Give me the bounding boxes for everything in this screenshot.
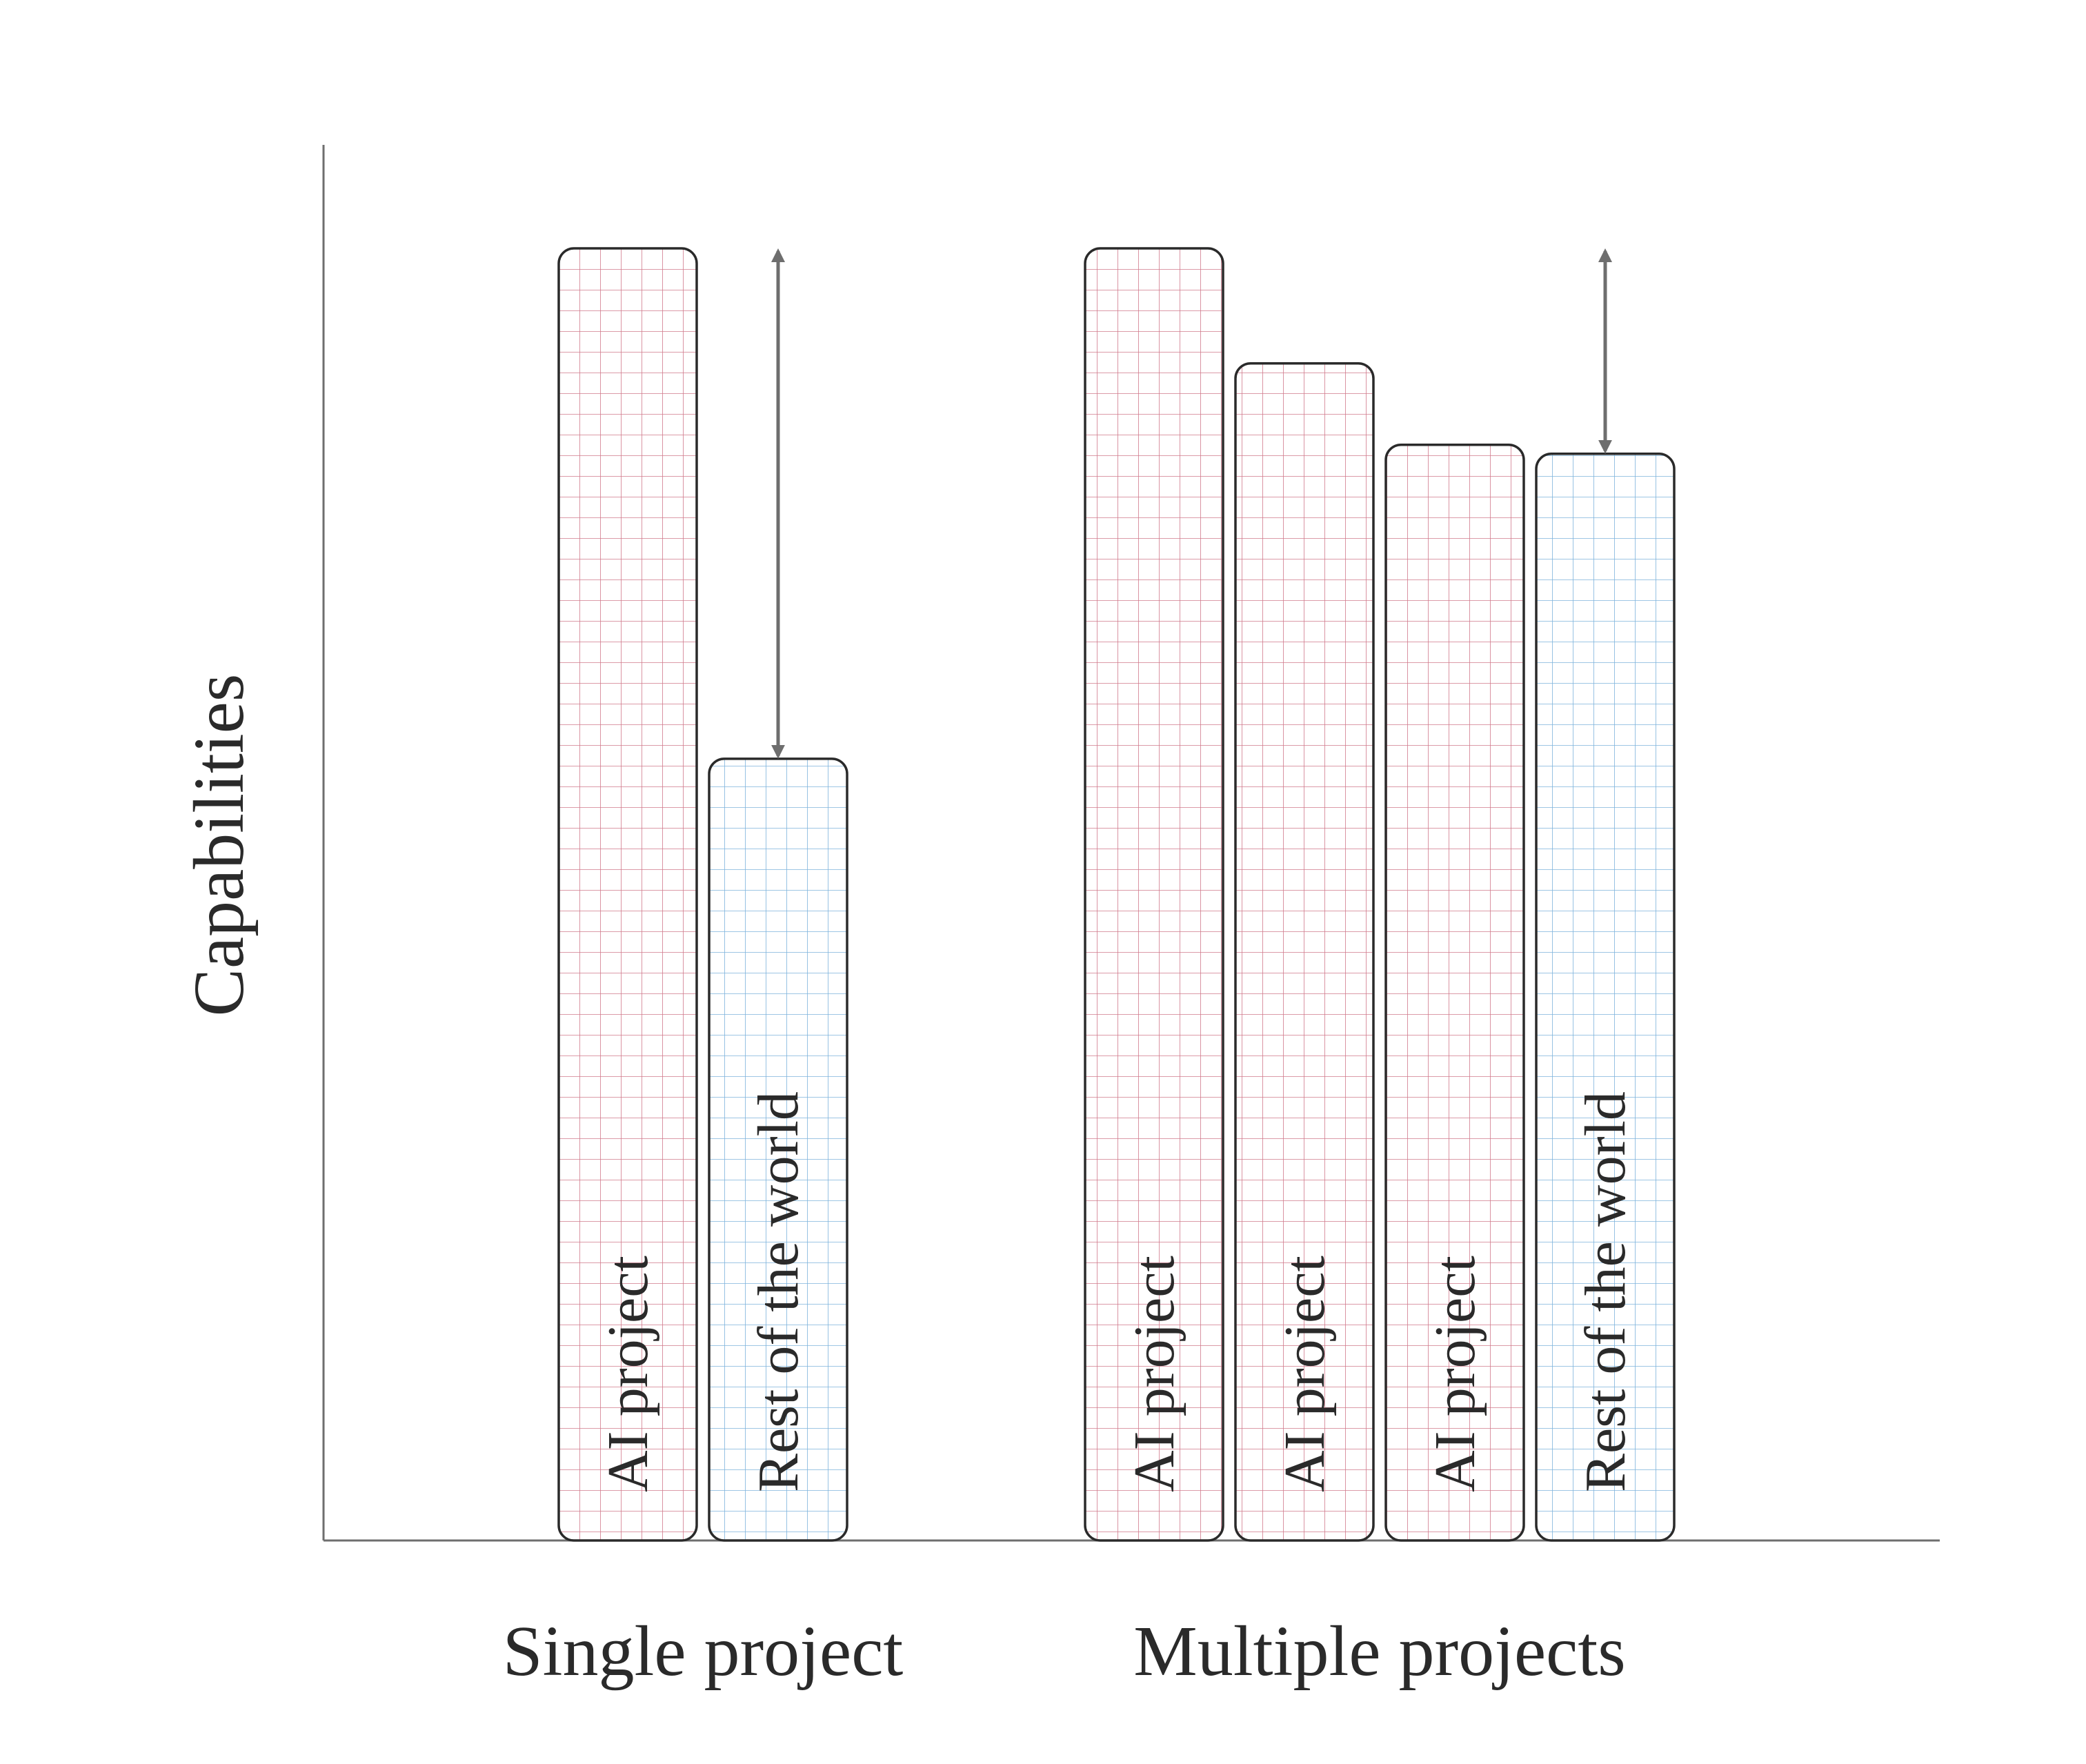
bar-rest-of-world-g0-1 xyxy=(708,757,848,1542)
arrows-layer xyxy=(771,248,1612,759)
bar-ai-project-g1-0 xyxy=(1084,247,1224,1542)
group-label-1: Multiple projects xyxy=(1133,1612,1625,1691)
group-labels-layer: Single project Multiple projects xyxy=(503,1612,1626,1691)
bar-ai-project-g1-1 xyxy=(1234,361,1375,1542)
bar-label-g1-1: AI project xyxy=(1273,1256,1337,1492)
bar-label-g1-2: AI project xyxy=(1423,1256,1487,1492)
bar-label-g1-0: AI project xyxy=(1122,1256,1186,1492)
y-axis-title: Capabilities xyxy=(179,674,259,1017)
bar-label-g0-1: Rest of the world xyxy=(746,1091,811,1492)
bars-layer: AI project Rest of the world AI project AI … xyxy=(557,247,1676,1542)
bar-ai-project-g1-2 xyxy=(1384,443,1525,1542)
bar-label-g1-3: Rest of the world xyxy=(1573,1091,1638,1492)
group-label-0: Single project xyxy=(503,1612,904,1691)
bar-label-g0-0: AI project xyxy=(596,1256,660,1492)
bar-rest-of-world-g1-3 xyxy=(1535,453,1676,1542)
bar-ai-project-g0-0 xyxy=(557,247,698,1542)
